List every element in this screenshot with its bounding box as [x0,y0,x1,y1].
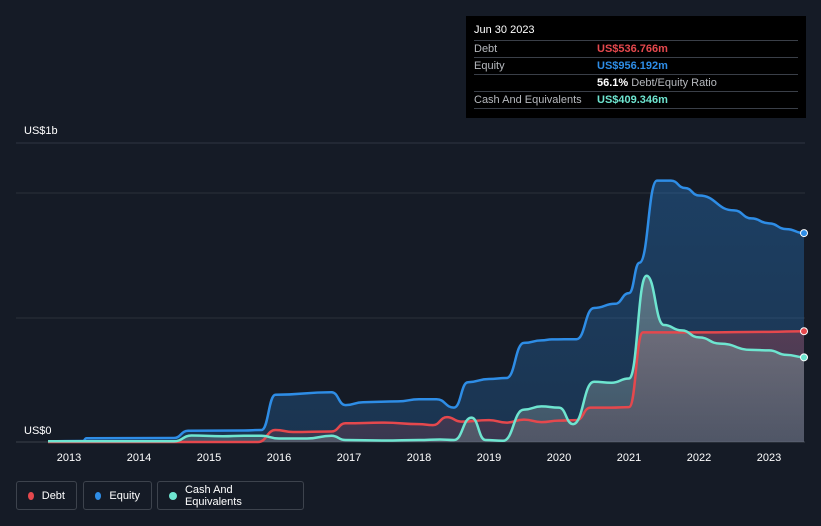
tooltip-cash-value: US$409.346m [597,94,668,106]
legend-equity-dot [95,491,102,500]
equity-area [48,180,804,442]
tooltip-panel: Jun 30 2023 Debt US$536.766m Equity US$9… [466,16,806,118]
y-axis-bottom-label: US$0 [24,425,52,437]
legend-equity-label: Equity [109,489,140,502]
x-tick-label: 2022 [687,452,711,464]
legend-equity[interactable]: Equity [83,481,152,510]
x-tick-label: 2019 [477,452,501,464]
legend-debt-label: Debt [41,489,65,502]
x-tick-label: 2017 [337,452,361,464]
x-tick-label: 2021 [617,452,641,464]
x-tick-label: 2016 [267,452,291,464]
x-axis-ticks: 2013 2014 2015 2016 2017 2018 2019 2020 2021 2022… [57,452,781,464]
x-tick-label: 2014 [127,452,151,464]
cash-end-marker [800,353,808,362]
tooltip-row-ratio: 56.1% Debt/Equity Ratio [474,74,798,91]
tooltip-equity-label: Equity [474,60,505,72]
tooltip-debt-label: Debt [474,43,498,55]
tooltip-row-debt: Debt US$536.766m [474,40,798,57]
legend-debt-dot [28,491,34,500]
tooltip-ratio-label: Debt/Equity Ratio [631,77,717,89]
tooltip-cash-label: Cash And Equivalents [474,94,582,106]
tooltip-equity-value: US$956.192m [597,60,668,72]
tooltip-ratio-value: 56.1% [597,77,629,89]
legend-cash-label: Cash And Equivalents [184,483,242,508]
legend-cash[interactable]: Cash And Equivalents [157,481,304,510]
equity-line [47,179,805,443]
debt-end-marker [800,327,808,336]
x-tick-label: 2018 [407,452,431,464]
x-tick-label: 2020 [547,452,571,464]
cash-area [48,275,804,442]
x-tick-label: 2023 [757,452,781,464]
tooltip-row-cash: Cash And Equivalents US$409.346m [474,91,798,109]
y-axis-top-label: US$1b [24,125,58,137]
legend-debt[interactable]: Debt [16,481,77,510]
tooltip-debt-value: US$536.766m [597,43,668,55]
equity-end-marker [800,229,808,238]
tooltip-row-equity: Equity US$956.192m [474,57,798,74]
tooltip-date: Jun 30 2023 [474,24,535,36]
x-tick-label: 2015 [197,452,221,464]
x-tick-label: 2013 [57,452,81,464]
legend-cash-dot [169,491,177,500]
cash-line [48,274,805,443]
debt-line [48,329,805,444]
